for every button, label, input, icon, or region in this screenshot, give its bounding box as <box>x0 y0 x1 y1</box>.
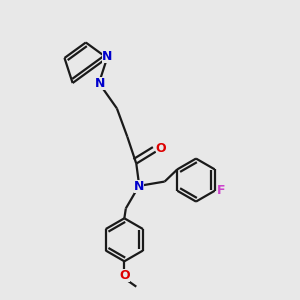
Text: N: N <box>134 179 145 193</box>
Text: F: F <box>217 184 226 197</box>
Text: O: O <box>119 269 130 282</box>
Text: O: O <box>156 142 167 155</box>
Text: N: N <box>95 77 106 90</box>
Text: N: N <box>102 50 112 63</box>
